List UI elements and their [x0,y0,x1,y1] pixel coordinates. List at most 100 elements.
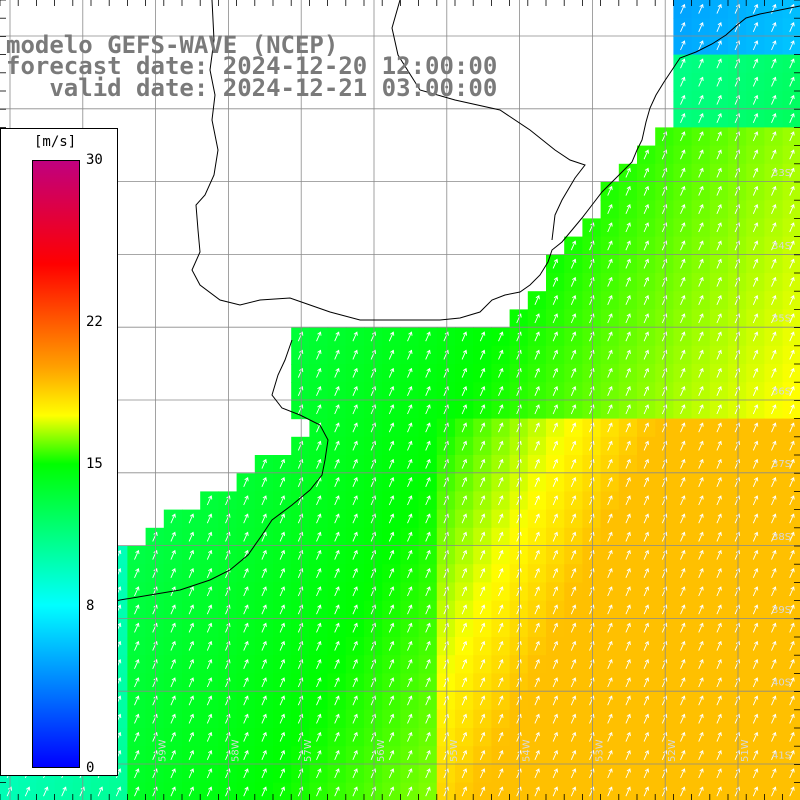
wind-arrow [607,458,613,469]
wind-arrow [352,713,358,724]
wind-arrow [170,713,176,724]
wind-arrow [498,386,504,396]
wind-arrow [734,185,741,196]
wind-arrow [643,713,650,724]
wind-arrow [297,386,304,396]
wind-arrow [771,659,777,669]
wind-arrow [188,713,195,724]
wind-arrow [388,750,395,760]
wind-arrow [734,113,741,123]
wind-arrow [552,768,559,779]
wind-arrow [734,40,741,51]
wind-arrow [552,549,559,560]
wind-arrow [570,786,577,797]
wind-arrow [570,695,577,706]
wind-arrow [698,513,704,524]
wind-arrow [352,531,358,542]
wind-arrow [334,386,340,396]
wind-arrow [352,549,358,560]
wind-arrow [698,404,704,415]
wind-arrow [752,386,759,396]
wind-arrow [607,531,613,542]
wind-arrow [771,786,777,797]
wind-arrow [443,768,449,779]
wind-arrow [479,495,486,506]
wind-arrow [589,495,595,506]
wind-arrow [134,677,140,688]
longitude-label: 56W [376,739,387,762]
wind-arrow [388,440,395,451]
wind-arrow [789,204,795,214]
wind-arrow [698,386,704,396]
wind-arrow [789,586,795,597]
wind-arrow [334,677,340,688]
wind-arrow [370,549,377,560]
wind-arrow [643,222,650,233]
wind-arrow [24,786,31,797]
wind-arrow [479,349,486,360]
wind-arrow [425,695,431,706]
wind-arrow [771,149,777,160]
wind-arrow [352,731,358,742]
wind-arrow [115,786,122,797]
wind-arrow [625,477,631,487]
wind-arrow [661,549,668,560]
wind-arrow [534,622,540,633]
wind-arrow [680,313,686,324]
wind-arrow [570,404,577,415]
wind-arrow [698,149,704,160]
wind-arrow [698,440,704,451]
wind-arrow [479,367,486,378]
wind-arrow [698,167,704,178]
wind-arrow [388,495,395,506]
wind-arrow [625,731,631,742]
wind-arrow [516,549,522,560]
wind-arrow [134,713,140,724]
wind-arrow [279,513,286,524]
wind-arrow [534,513,540,524]
wind-arrow [225,513,231,524]
wind-arrow [316,713,322,724]
wind-arrow [607,367,613,378]
wind-arrow [552,331,559,342]
wind-arrow [752,131,759,142]
wind-arrow [680,349,686,360]
wind-arrow [152,713,158,724]
wind-arrow [443,604,449,615]
wind-arrow [789,440,795,451]
title-valid-date: valid date: 2024-12-21 03:00:00 [6,74,498,102]
wind-arrow [789,677,795,688]
wind-arrow [716,185,722,196]
wind-arrow [698,185,704,196]
wind-arrow [552,568,559,578]
wind-arrow [279,495,286,506]
wind-arrow [771,531,777,542]
wind-arrow [752,22,759,32]
wind-arrow [498,331,504,342]
wind-arrow [734,659,741,669]
wind-arrow [716,22,722,32]
wind-arrow [680,58,686,69]
wind-arrow [734,276,741,287]
wind-arrow [425,477,431,487]
wind-arrow [516,750,522,760]
wind-arrow [352,659,358,669]
wind-arrow [789,568,795,578]
wind-arrow [425,713,431,724]
wind-arrow [407,404,413,415]
wind-arrow [716,76,722,87]
wind-arrow [698,295,704,305]
wind-arrow [425,440,431,451]
wind-arrow [479,568,486,578]
longitude-label: 51W [740,739,751,762]
wind-arrow [206,531,213,542]
wind-arrow [479,586,486,597]
wind-arrow [680,622,686,633]
wind-arrow [607,513,613,524]
wind-arrow [534,313,540,324]
wind-arrow [407,604,413,615]
wind-arrow [516,349,522,360]
wind-arrow [225,659,231,669]
wind-arrow [498,458,504,469]
wind-arrow [407,568,413,578]
